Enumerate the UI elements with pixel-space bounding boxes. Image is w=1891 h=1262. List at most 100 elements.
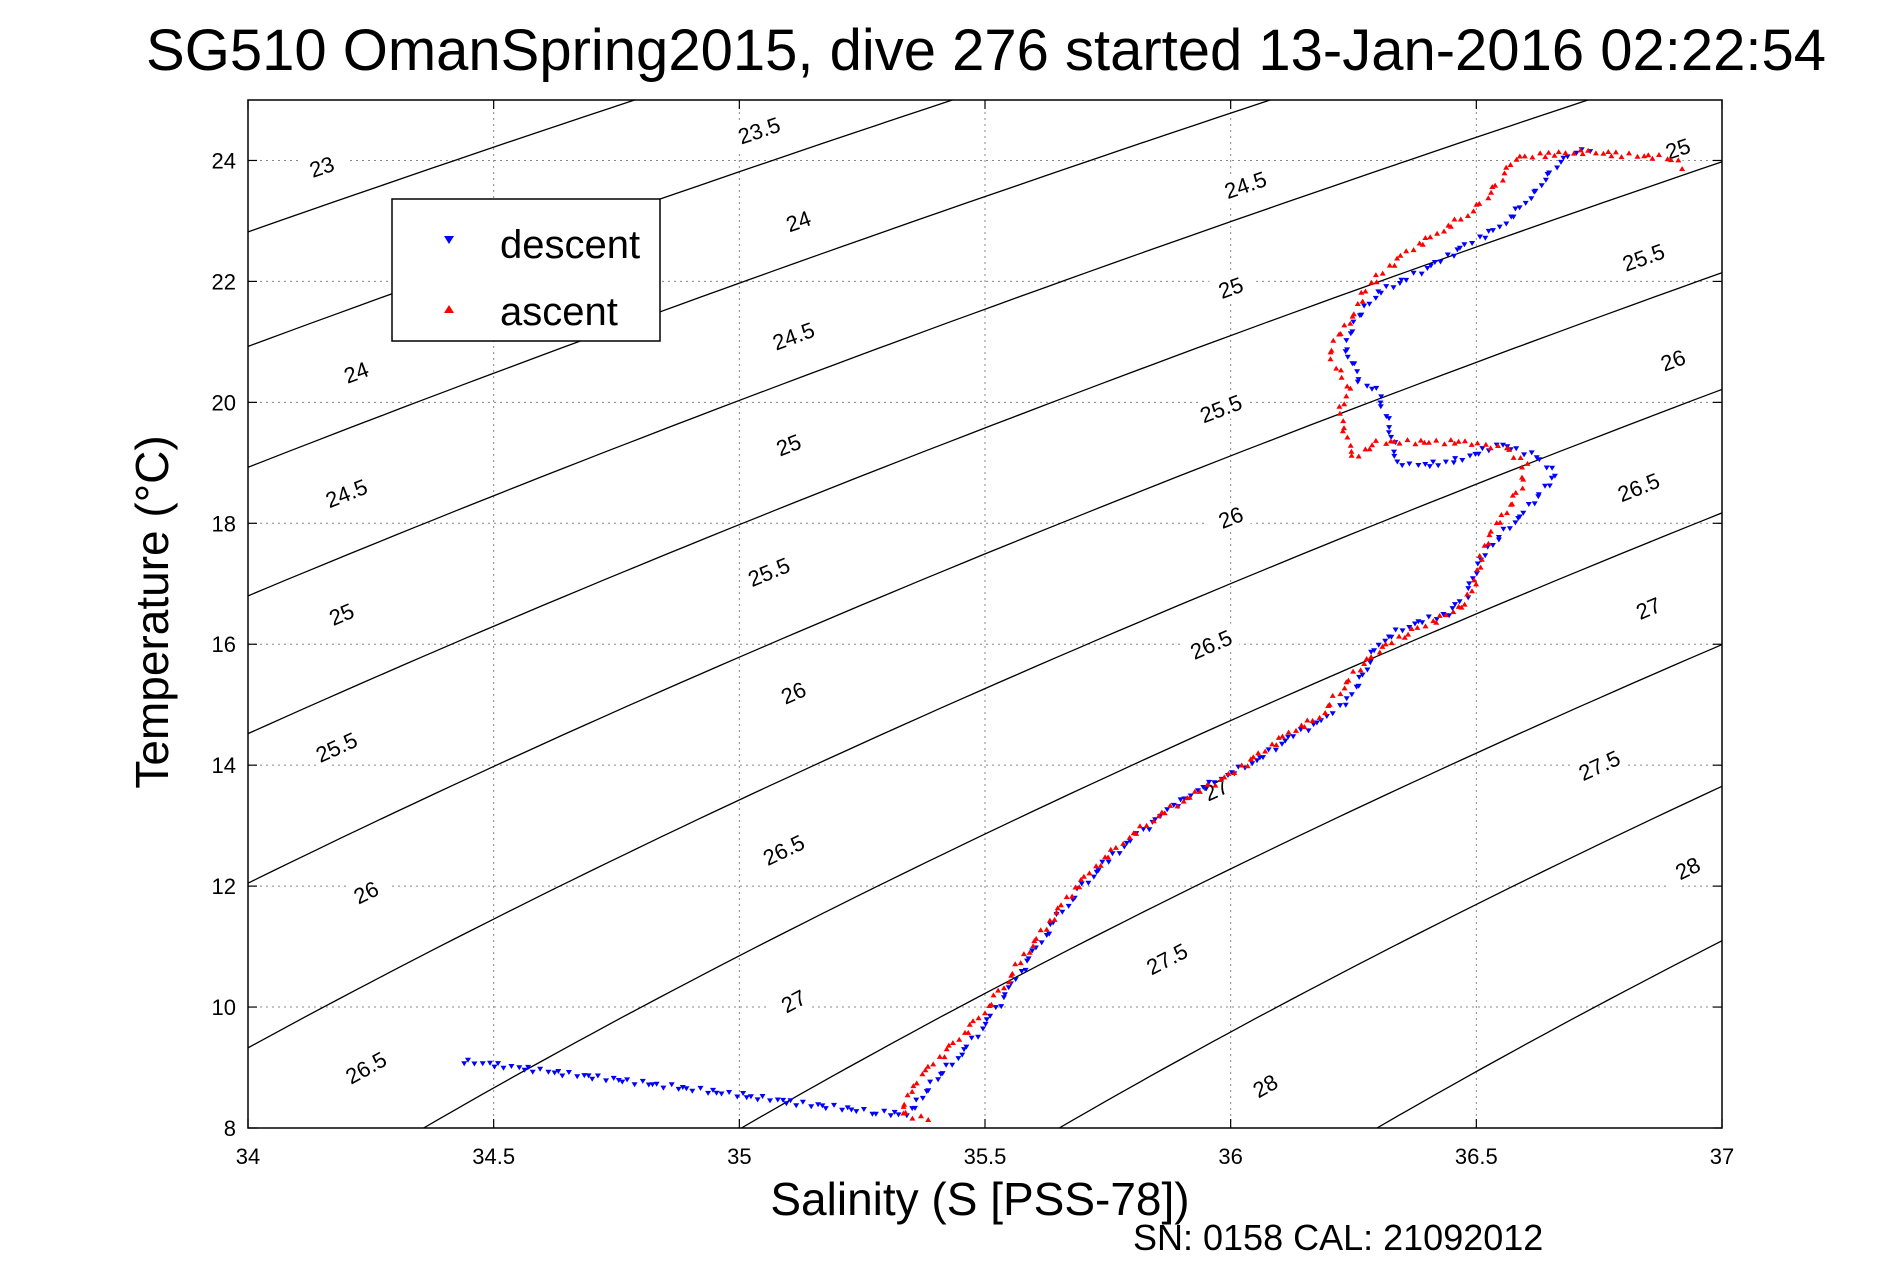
ascent-point bbox=[943, 1046, 950, 1052]
descent-point bbox=[955, 1056, 962, 1062]
descent-point bbox=[1485, 228, 1492, 234]
descent-point bbox=[1344, 347, 1351, 353]
ascent-point bbox=[901, 1101, 908, 1107]
ascent-point bbox=[1477, 564, 1484, 570]
ascent-point bbox=[1455, 438, 1462, 444]
descent-point bbox=[1500, 526, 1507, 532]
descent-point bbox=[585, 1073, 592, 1079]
ascent-point bbox=[1529, 154, 1536, 160]
descent-point bbox=[1495, 535, 1502, 540]
ascent-point bbox=[900, 1110, 907, 1116]
descent-point bbox=[1203, 786, 1210, 792]
descent-point bbox=[1452, 602, 1458, 608]
descent-point bbox=[1531, 501, 1538, 507]
descent-point bbox=[1025, 956, 1032, 962]
ascent-point bbox=[1086, 870, 1093, 876]
y-axis-label: Temperature (°C) bbox=[126, 435, 178, 788]
ascent-point bbox=[1326, 701, 1333, 707]
descent-point bbox=[968, 1035, 975, 1041]
descent-point bbox=[1383, 414, 1390, 420]
legend-marker-descent bbox=[444, 236, 454, 244]
descent-point bbox=[1377, 400, 1384, 406]
descent-point bbox=[645, 1082, 652, 1088]
ascent-point bbox=[1344, 383, 1351, 389]
ascent-point bbox=[1105, 854, 1112, 860]
contour-label-background bbox=[307, 724, 366, 770]
descent-point bbox=[615, 1078, 622, 1083]
contour-label-background bbox=[1236, 1061, 1295, 1110]
descent-point bbox=[983, 1017, 990, 1023]
ascent-point bbox=[1417, 437, 1424, 443]
ascent-point bbox=[1362, 446, 1369, 452]
descent-point bbox=[555, 1069, 562, 1074]
descent-point bbox=[603, 1078, 609, 1084]
descent-point bbox=[799, 1099, 806, 1105]
descent-point bbox=[1001, 992, 1008, 998]
ascent-point bbox=[1545, 149, 1552, 155]
ascent-point bbox=[1447, 437, 1454, 443]
ascent-point bbox=[1250, 754, 1257, 760]
descent-point bbox=[927, 1079, 934, 1085]
ascent-point bbox=[1350, 311, 1357, 317]
ascent-point bbox=[1221, 774, 1228, 780]
descent-point bbox=[1350, 319, 1357, 325]
legend-label-descent: descent bbox=[500, 223, 640, 267]
y-tick-label: 20 bbox=[212, 390, 236, 415]
ascent-point bbox=[1355, 453, 1362, 459]
ascent-point bbox=[965, 1029, 972, 1035]
descent-point bbox=[1482, 235, 1489, 241]
descent-point bbox=[1343, 696, 1350, 702]
descent-point bbox=[1195, 788, 1201, 794]
descent-point bbox=[668, 1082, 675, 1088]
ascent-point bbox=[1345, 677, 1352, 683]
ascent-point bbox=[1468, 441, 1475, 447]
ascent-point bbox=[1058, 902, 1064, 908]
ascent-point bbox=[1269, 741, 1276, 747]
ascent-point bbox=[1391, 262, 1398, 268]
ascent-point bbox=[1485, 195, 1492, 201]
ascent-point bbox=[1487, 528, 1494, 534]
descent-point bbox=[793, 1103, 800, 1109]
descent-point bbox=[943, 1062, 950, 1068]
descent-point bbox=[1388, 434, 1395, 440]
ascent-point bbox=[1664, 156, 1671, 162]
ascent-point bbox=[1555, 149, 1562, 155]
descent-point bbox=[1206, 779, 1212, 785]
descent-point bbox=[1358, 312, 1365, 318]
descent-point bbox=[1482, 553, 1489, 559]
descent-point bbox=[831, 1102, 837, 1108]
legend-label-ascent: ascent bbox=[500, 290, 618, 334]
y-tick-label: 18 bbox=[212, 511, 236, 536]
ascent-point bbox=[1447, 223, 1454, 229]
contour-label-background bbox=[327, 350, 386, 394]
x-tick-label: 35 bbox=[727, 1144, 751, 1169]
contour-label-background bbox=[336, 1043, 395, 1092]
ascent-point bbox=[1488, 189, 1495, 195]
descent-point bbox=[718, 1091, 725, 1097]
ascent-point bbox=[1191, 788, 1198, 794]
descent-point bbox=[1473, 571, 1480, 577]
ascent-point bbox=[1503, 164, 1510, 170]
descent-point bbox=[559, 1073, 566, 1079]
ascent-point bbox=[1012, 961, 1019, 967]
ascent-point bbox=[1443, 612, 1449, 618]
ascent-point bbox=[1155, 813, 1162, 819]
descent-point bbox=[759, 1094, 766, 1099]
ascent-point bbox=[1217, 777, 1224, 782]
descent-point bbox=[1444, 252, 1451, 258]
ascent-point bbox=[1343, 393, 1350, 399]
ascent-point bbox=[1080, 873, 1087, 879]
x-tick-label: 36 bbox=[1218, 1144, 1242, 1169]
descent-point bbox=[1152, 817, 1159, 823]
ascent-point bbox=[1387, 438, 1394, 444]
ascent-point bbox=[1341, 685, 1348, 691]
ascent-point bbox=[1322, 710, 1329, 715]
plot-area: 2323.5242424.524.524.52525252525.525.525… bbox=[212, 99, 1734, 1169]
ascent-point bbox=[1359, 298, 1366, 304]
ascent-point bbox=[909, 1088, 916, 1094]
ascent-point bbox=[1161, 810, 1168, 816]
descent-point bbox=[1560, 155, 1567, 161]
series-ascent bbox=[900, 147, 1686, 1122]
descent-point bbox=[734, 1094, 741, 1100]
ascent-point bbox=[1069, 893, 1076, 899]
